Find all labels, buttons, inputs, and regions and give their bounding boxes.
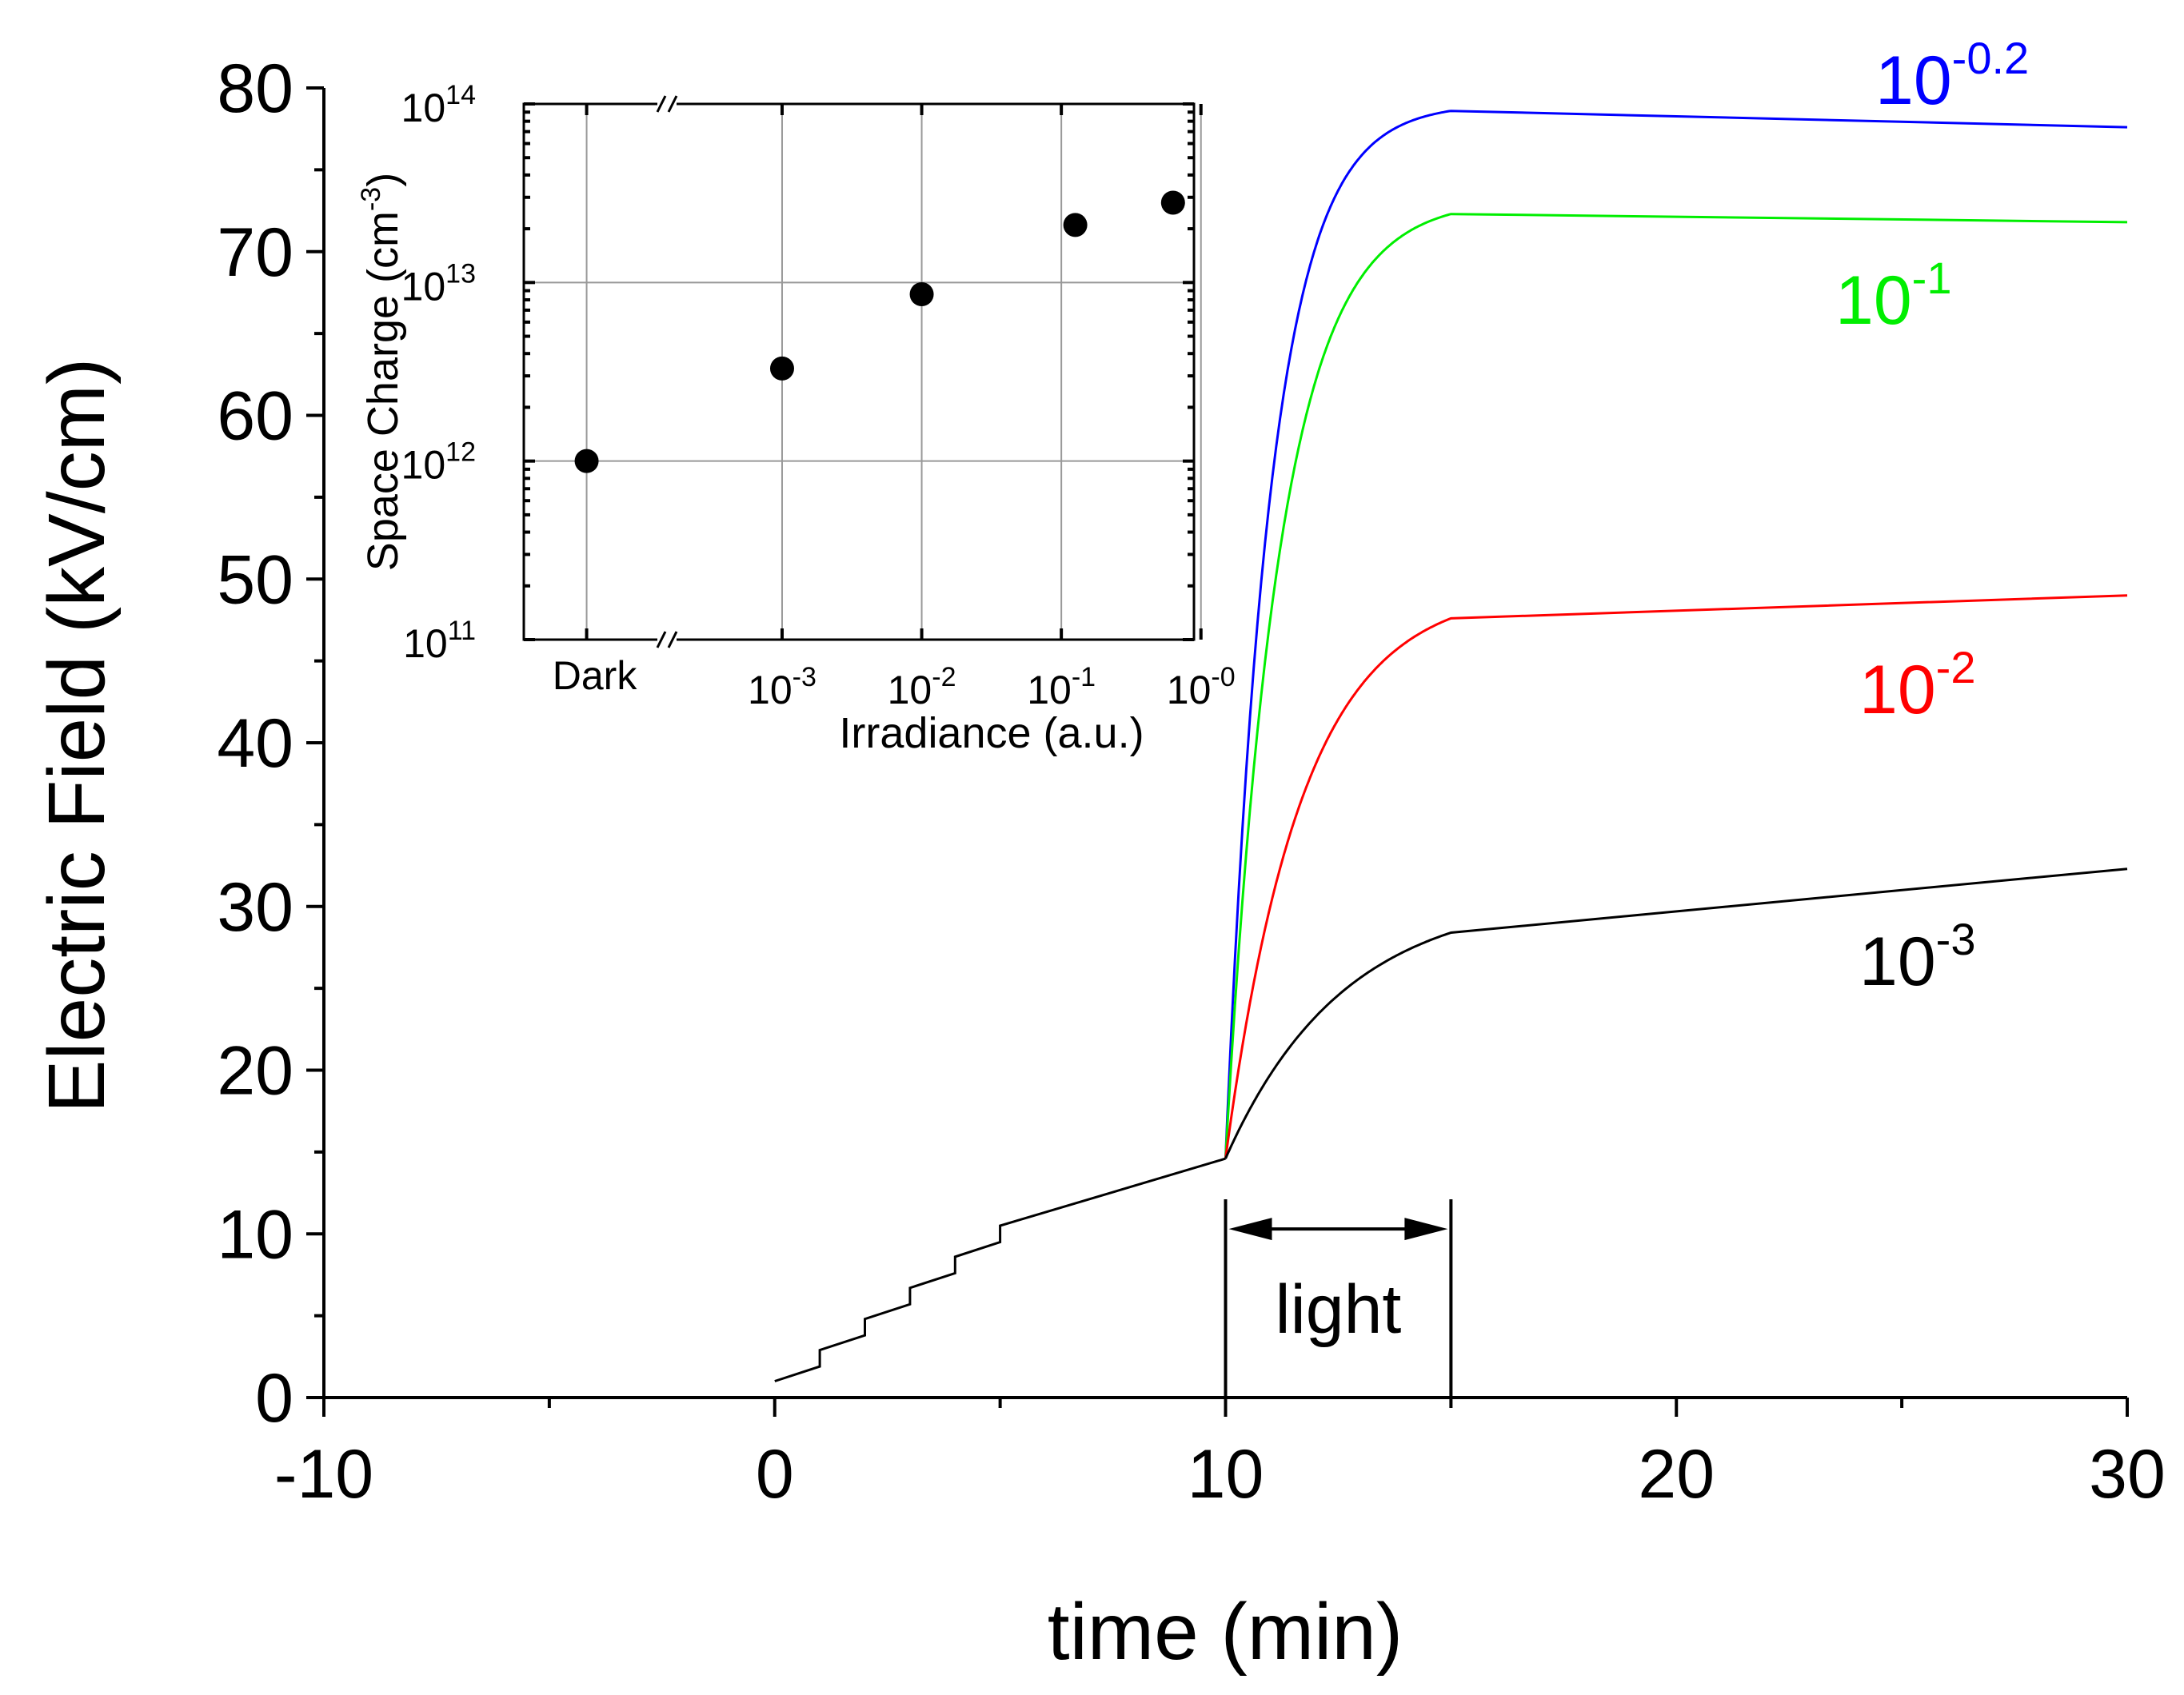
inset-axis-break (656, 94, 678, 649)
inset-x-tick-base: 10 (1167, 668, 1212, 712)
x-tick-label: 30 (2089, 1436, 2166, 1513)
inset-x-axis-title: Irradiance (a.u.) (839, 709, 1144, 757)
inset-points (574, 190, 1185, 473)
inset-x-tick-base: 10 (888, 668, 932, 712)
inset-y-tick-label: 1014 (401, 80, 476, 130)
axis-break-mark (656, 631, 667, 648)
series-label-blue-exp: -0.2 (1952, 33, 2030, 83)
inset-frame (522, 102, 1196, 641)
inset-x-tick-label: 10-2 (888, 662, 956, 712)
dark-ramp-line (774, 1157, 1226, 1382)
inset-data-point (769, 356, 794, 381)
y-tick-label: 50 (217, 541, 293, 618)
inset-y-title-main: Space Charge (cm (359, 211, 407, 571)
series-label-red-base: 10 (1859, 652, 1936, 728)
inset-data-point (574, 449, 599, 473)
y-axis-title: Electric Field (kV/cm) (32, 358, 122, 1114)
light-arrowhead-left (1228, 1218, 1272, 1241)
inset-x-tick-base: 10 (1027, 668, 1072, 712)
inset-x-tick-base: 10 (748, 668, 793, 712)
y-tick-label: 80 (217, 50, 293, 127)
inset-x-tick-label: 10-1 (1027, 662, 1096, 712)
x-tick-label: 10 (1188, 1436, 1264, 1513)
inset-data-point (1063, 213, 1088, 237)
inset-x-ticks: Dark 10-3 10-2 10-1 10-0 (553, 104, 1236, 712)
axis-break-mark (667, 95, 678, 113)
light-arrowhead-right (1404, 1218, 1448, 1241)
inset-y-tick-base: 10 (403, 621, 448, 666)
series-label-red: 10-2 (1859, 642, 1975, 728)
x-axis-title: time (min) (1048, 1587, 1403, 1677)
inset-y-tick-base: 10 (401, 86, 446, 130)
y-tick-label: 20 (217, 1033, 293, 1110)
inset-y-tick-label: 1011 (403, 616, 476, 666)
inset-y-tick-label: 1012 (401, 437, 476, 488)
inset-y-title-exp: -3 (356, 187, 386, 211)
inset-y-title-close: ) (359, 173, 407, 187)
inset-grid (524, 104, 1202, 640)
x-tick-label: 0 (756, 1436, 794, 1513)
axis-break-mark (656, 95, 667, 113)
series-label-blue-base: 10 (1875, 42, 1952, 119)
series-labels: 10-0.2 10-1 10-2 10-3 (1835, 33, 2029, 1000)
x-tick-label: -10 (274, 1436, 373, 1513)
inset-y-tick-base: 10 (401, 264, 446, 309)
series-line-1 (1224, 213, 2128, 1159)
series-label-green-base: 10 (1835, 262, 1912, 339)
main-y-ticks: 0 10 20 30 40 50 60 70 80 (217, 50, 324, 1437)
y-tick-label: 60 (217, 378, 293, 455)
series-line-3 (1224, 867, 2128, 1159)
series-line-2 (1224, 594, 2128, 1159)
series-label-red-exp: -2 (1936, 642, 1976, 692)
y-tick-label: 10 (217, 1196, 293, 1273)
inset-y-tick-exp: 13 (445, 258, 476, 289)
main-series-lines (774, 110, 2128, 1382)
main-x-ticks: -10 0 10 20 30 (274, 1398, 2166, 1513)
light-annotation: light (1224, 1199, 1453, 1398)
inset-x-tick-exp: -0 (1211, 662, 1235, 692)
inset-x-tick-exp: -1 (1072, 662, 1096, 692)
light-label: light (1276, 1271, 1402, 1348)
inset-x-tick-label: 10-0 (1167, 662, 1236, 712)
inset-y-axis-title: Space Charge (cm-3) (356, 173, 407, 571)
series-label-black-base: 10 (1859, 923, 1936, 1000)
inset-y-tick-exp: 14 (445, 80, 476, 110)
series-label-black-exp: -3 (1936, 914, 1976, 964)
y-tick-label: 0 (255, 1360, 293, 1437)
x-tick-label: 20 (1638, 1436, 1715, 1513)
inset-y-tick-label: 1013 (401, 258, 476, 309)
series-label-blue: 10-0.2 (1875, 33, 2029, 119)
inset-x-tick-label: 10-3 (748, 662, 817, 712)
inset-x-tick-exp: -3 (793, 662, 817, 692)
series-line-0 (1224, 110, 2128, 1159)
y-tick-label: 30 (217, 869, 293, 946)
inset-y-tick-exp: 12 (445, 437, 476, 468)
inset-x-tick-exp: -2 (932, 662, 956, 692)
inset-y-tick-exp: 11 (448, 616, 476, 646)
series-label-green: 10-1 (1835, 253, 1951, 339)
y-tick-label: 40 (217, 705, 293, 782)
inset-data-point (1160, 190, 1185, 215)
series-label-green-exp: -1 (1912, 253, 1952, 303)
inset-data-point (909, 281, 934, 306)
y-tick-label: 70 (217, 214, 293, 291)
axis-break-mark (667, 631, 678, 648)
inset-y-tick-base: 10 (401, 443, 446, 488)
inset-x-tick-label-dark: Dark (553, 653, 638, 698)
series-label-black: 10-3 (1859, 914, 1975, 1000)
